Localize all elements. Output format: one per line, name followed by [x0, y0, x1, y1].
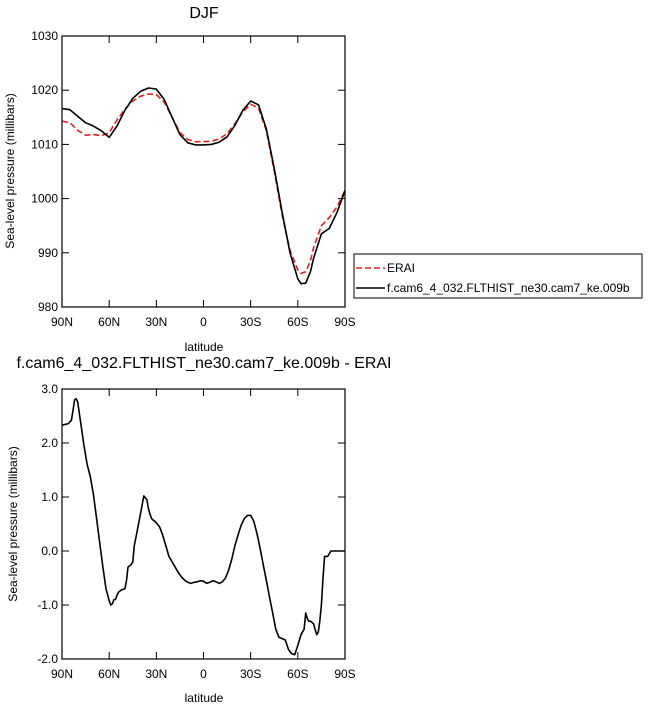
- legend: ERAI f.cam6_4_032.FLTHIST_ne30.cam7_ke.0…: [353, 253, 643, 299]
- x-tick-label: 90S: [334, 667, 355, 681]
- chart-title: DJF: [189, 5, 219, 22]
- y-axis-label: Sea-level pressure (millibars): [6, 446, 20, 601]
- x-tick-label: 60S: [287, 667, 308, 681]
- y-tick-label: 980: [38, 300, 58, 314]
- x-tick-label: 60S: [287, 315, 308, 329]
- y-tick-label: 3.0: [41, 382, 58, 396]
- y-tick-label: 1010: [31, 137, 58, 151]
- x-axis-label: latitude: [185, 340, 224, 354]
- y-tick-label: -1.0: [37, 598, 58, 612]
- x-tick-label: 30S: [240, 667, 261, 681]
- x-tick-label: 30N: [145, 667, 167, 681]
- x-tick-label: 30S: [240, 315, 261, 329]
- y-tick-label: 1030: [31, 29, 58, 43]
- x-tick-label: 30N: [145, 315, 167, 329]
- legend-box: [353, 253, 643, 299]
- plot-area: 90N 60N 30N 0 30S 60S 90S -2.0 -1.0 0.0 1.0 2.0 3.0: [37, 382, 355, 681]
- x-axis-label: latitude: [185, 691, 224, 705]
- y-tick-label: 2.0: [41, 436, 58, 450]
- x-tick-label: 0: [200, 667, 207, 681]
- chart-title: f.cam6_4_032.FLTHIST_ne30.cam7_ke.009b -…: [16, 355, 391, 372]
- plot-area: 90N 60N 30N 0 30S 60S 90S 980 990 1000 1010 1020 103…: [31, 29, 355, 329]
- y-tick-label: 1.0: [41, 490, 58, 504]
- y-tick-label: -2.0: [37, 652, 58, 666]
- x-tick-label: 90N: [51, 667, 73, 681]
- x-tick-label: 0: [200, 315, 207, 329]
- panel-djf: DJF Sea-level pressure (millibars) latit…: [3, 5, 643, 354]
- x-tick-label: 60N: [98, 667, 120, 681]
- x-tick-label: 90S: [334, 315, 355, 329]
- series-line-1: [61, 87, 346, 285]
- series-line-0: [61, 93, 346, 275]
- y-tick-label: 0.0: [41, 544, 58, 558]
- plot-frame: [61, 35, 346, 308]
- x-tick-label: 90N: [51, 315, 73, 329]
- y-tick-label: 1000: [31, 192, 58, 206]
- y-tick-label: 1020: [31, 83, 58, 97]
- legend-label-model: f.cam6_4_032.FLTHIST_ne30.cam7_ke.009b: [387, 281, 630, 295]
- plot-frame: [61, 388, 346, 660]
- panel-difference: f.cam6_4_032.FLTHIST_ne30.cam7_ke.009b -…: [6, 355, 392, 705]
- x-tick-label: 60N: [98, 315, 120, 329]
- y-tick-label: 990: [38, 246, 58, 260]
- legend-label-erai: ERAI: [387, 261, 415, 275]
- y-axis-label: Sea-level pressure (millibars): [3, 93, 17, 248]
- series-line-0: [61, 397, 345, 656]
